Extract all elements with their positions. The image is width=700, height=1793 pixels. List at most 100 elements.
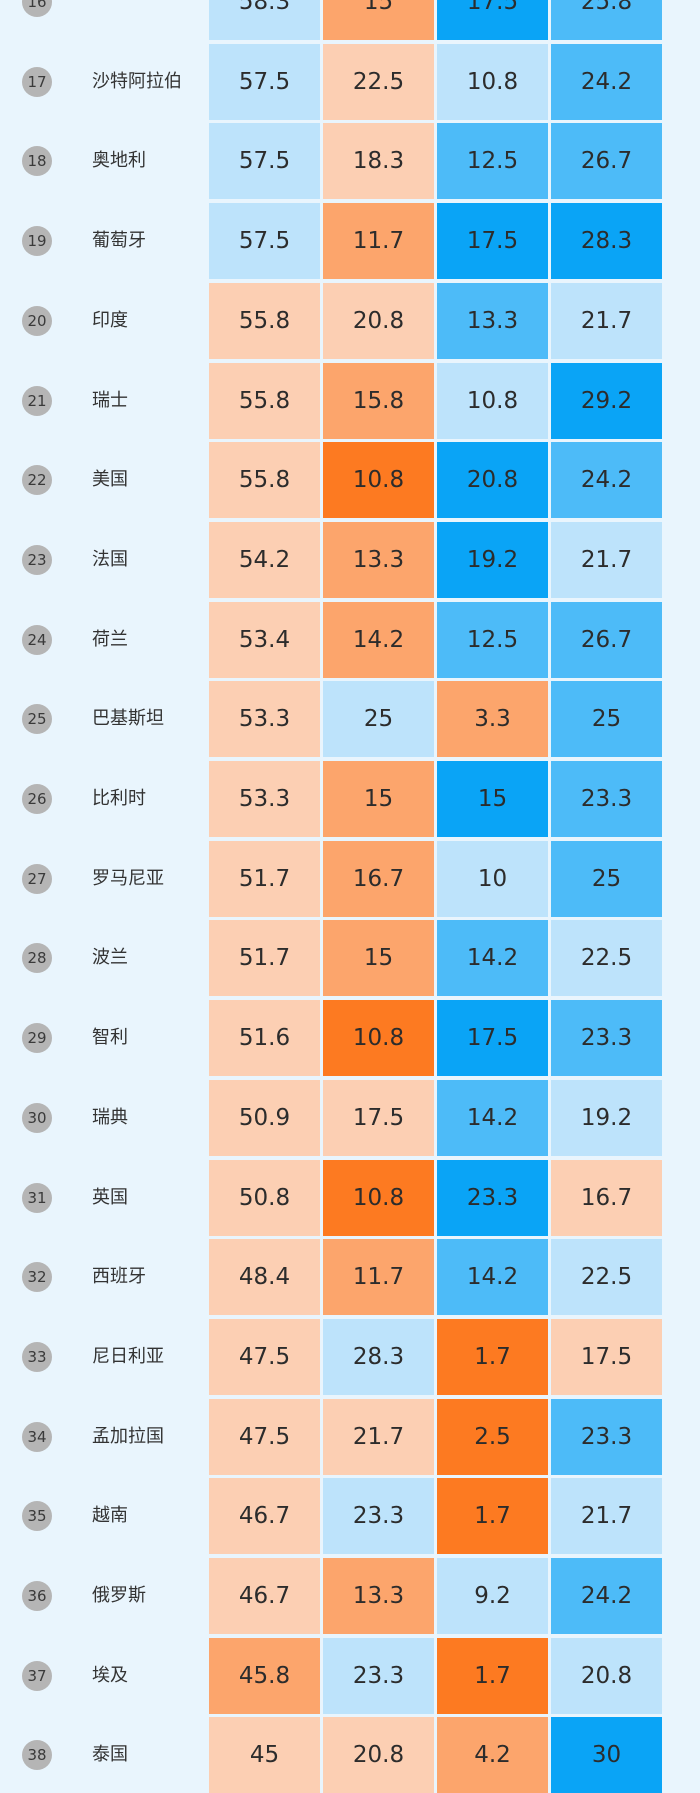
- value-cell: 2.5: [437, 1398, 548, 1475]
- value-cell: 45.8: [209, 1637, 320, 1714]
- value-cell: 47.5: [209, 1398, 320, 1475]
- value-cell: 15: [323, 920, 434, 997]
- value-cell: 46.7: [209, 1478, 320, 1555]
- rank-badge: 19: [22, 226, 52, 257]
- value-cell: 11.7: [323, 203, 434, 280]
- value-cell: 15: [323, 761, 434, 837]
- rank-badge: 20: [22, 305, 52, 336]
- value-cell: 10.8: [323, 442, 434, 519]
- value-cell: 25: [551, 840, 662, 917]
- rank-badge: 35: [22, 1501, 52, 1532]
- value-cell: 22.5: [551, 920, 662, 997]
- table-row: 19 葡萄牙 57.5 11.7 17.5 28.3: [0, 203, 700, 280]
- value-cell: 20.8: [551, 1637, 662, 1714]
- table-row: 18 奥地利 57.5 18.3 12.5 26.7: [0, 123, 700, 200]
- value-cell: 1.7: [437, 1318, 548, 1395]
- value-cell: 25: [323, 681, 434, 758]
- value-cell: 20.8: [323, 282, 434, 359]
- rank-badge: 22: [22, 465, 52, 496]
- table-row: 38 泰国 45 20.8 4.2 30: [0, 1717, 700, 1793]
- value-cell: 30: [551, 1717, 662, 1793]
- value-cell: 57.5: [209, 123, 320, 200]
- value-cell: 13.3: [323, 1558, 434, 1634]
- rank-badge: 25: [22, 704, 52, 735]
- value-cell: 23.3: [437, 1159, 548, 1236]
- table-row: 30 瑞典 50.9 17.5 14.2 19.2: [0, 1079, 700, 1156]
- value-cell: 10.8: [437, 43, 548, 120]
- value-cell: 21.7: [323, 1398, 434, 1475]
- value-cell: 20.8: [323, 1717, 434, 1793]
- country-name: 瑞典: [92, 1106, 128, 1128]
- value-cell: 24.2: [551, 442, 662, 519]
- country-name: 智利: [92, 1027, 128, 1049]
- table-row: 16 58.3 15 17.5 25.8: [0, 0, 700, 40]
- value-cell: 10: [437, 840, 548, 917]
- country-name: 俄罗斯: [92, 1585, 146, 1606]
- value-cell: 12.5: [437, 123, 548, 200]
- value-cell: 17.5: [323, 1079, 434, 1156]
- table-row: 34 孟加拉国 47.5 21.7 2.5 23.3: [0, 1398, 700, 1475]
- table-row: 25 巴基斯坦 53.3 25 3.3 25: [0, 681, 700, 758]
- value-cell: 10.8: [323, 1000, 434, 1077]
- country-name: 葡萄牙: [92, 230, 146, 252]
- value-cell: 58.3: [209, 0, 320, 40]
- value-cell: 17.5: [437, 1000, 548, 1077]
- value-cell: 20.8: [437, 442, 548, 519]
- rank-badge: 34: [22, 1421, 52, 1452]
- rank-badge: 37: [22, 1660, 52, 1691]
- rank-badge: 24: [22, 624, 52, 655]
- country-name: 孟加拉国: [92, 1425, 164, 1447]
- value-cell: 46.7: [209, 1558, 320, 1634]
- rank-badge: 30: [22, 1102, 52, 1133]
- rank-badge: 18: [22, 146, 52, 177]
- value-cell: 22.5: [323, 43, 434, 120]
- table-row: 37 埃及 45.8 23.3 1.7 20.8: [0, 1637, 700, 1714]
- value-cell: 50.8: [209, 1159, 320, 1236]
- value-cell: 17.5: [437, 0, 548, 40]
- value-cell: 19.2: [551, 1079, 662, 1156]
- value-cell: 10.8: [437, 362, 548, 439]
- value-cell: 3.3: [437, 681, 548, 758]
- country-name: 泰国: [92, 1744, 128, 1766]
- country-name: 埃及: [92, 1664, 128, 1686]
- value-cell: 26.7: [551, 123, 662, 200]
- table-row: 26 比利时 53.3 15 15 23.3: [0, 761, 700, 837]
- country-name: 巴基斯坦: [92, 708, 164, 730]
- value-cell: 14.2: [437, 1239, 548, 1316]
- table-row: 24 荷兰 53.4 14.2 12.5 26.7: [0, 601, 700, 678]
- country-name: 法国: [92, 548, 128, 570]
- table-row: 23 法国 54.2 13.3 19.2 21.7: [0, 521, 700, 598]
- table-row: 35 越南 46.7 23.3 1.7 21.7: [0, 1478, 700, 1555]
- value-cell: 13.3: [323, 521, 434, 598]
- value-cell: 26.7: [551, 601, 662, 678]
- country-name: 奥地利: [92, 150, 146, 172]
- table-row: 22 美国 55.8 10.8 20.8 24.2: [0, 442, 700, 519]
- value-cell: 23.3: [323, 1478, 434, 1555]
- value-cell: 23.3: [551, 761, 662, 837]
- rank-badge: 23: [22, 544, 52, 575]
- country-name: 瑞士: [92, 389, 128, 411]
- value-cell: 1.7: [437, 1637, 548, 1714]
- rank-badge: 32: [22, 1262, 52, 1293]
- value-cell: 53.3: [209, 681, 320, 758]
- country-name: 尼日利亚: [92, 1345, 164, 1367]
- country-name: 印度: [92, 309, 128, 331]
- value-cell: 15: [323, 0, 434, 40]
- value-cell: 15: [437, 761, 548, 837]
- value-cell: 14.2: [437, 1079, 548, 1156]
- rank-badge: 16: [22, 0, 52, 17]
- rank-badge: 28: [22, 943, 52, 974]
- value-cell: 4.2: [437, 1717, 548, 1793]
- table-row: 29 智利 51.6 10.8 17.5 23.3: [0, 1000, 700, 1077]
- value-cell: 55.8: [209, 442, 320, 519]
- country-name: 越南: [92, 1505, 128, 1527]
- table-row: 28 波兰 51.7 15 14.2 22.5: [0, 920, 700, 997]
- country-name: 沙特阿拉伯: [92, 70, 182, 92]
- value-cell: 21.7: [551, 1478, 662, 1555]
- value-cell: 45: [209, 1717, 320, 1793]
- value-cell: 28.3: [551, 203, 662, 280]
- country-name: 西班牙: [92, 1266, 146, 1288]
- rank-badge: 31: [22, 1182, 52, 1213]
- value-cell: 14.2: [437, 920, 548, 997]
